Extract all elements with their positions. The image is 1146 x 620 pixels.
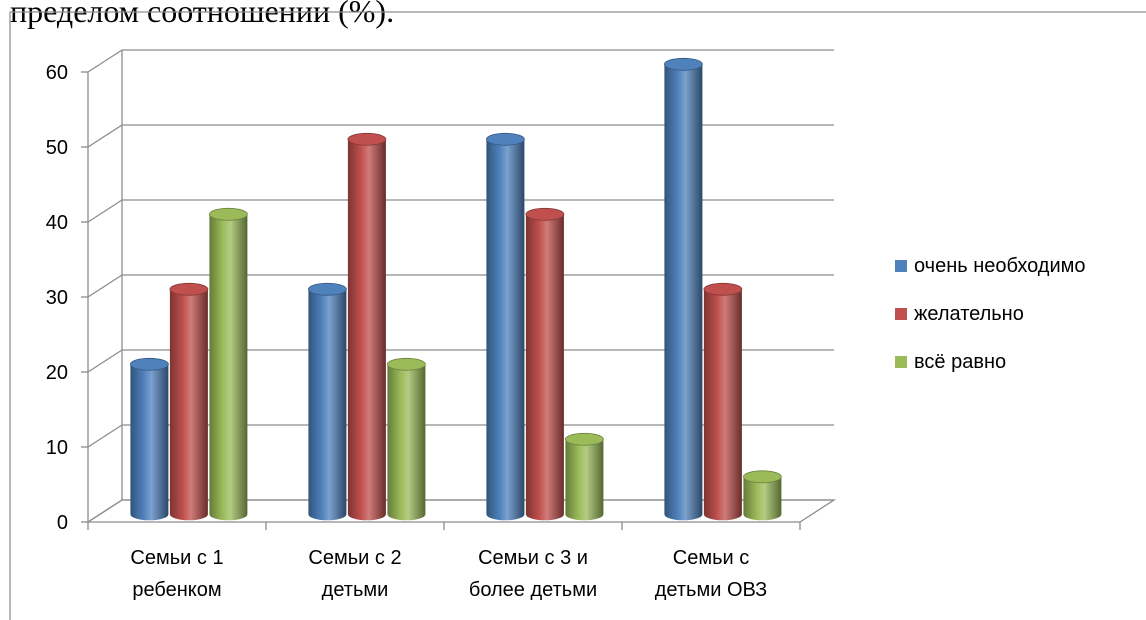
- page-header-text: пределом соотношении (%).: [10, 0, 394, 29]
- bar-3-2: [743, 476, 782, 521]
- bar-3-1: [703, 289, 742, 521]
- bar-0-2: [209, 214, 248, 521]
- bar-top-3-1: [703, 282, 743, 296]
- bar-top-0-1: [169, 282, 209, 296]
- bar-top-1-2: [386, 357, 426, 371]
- bar-top-1-0: [307, 282, 347, 296]
- bar-top-2-1: [525, 207, 565, 221]
- gridline-depth: [87, 349, 123, 373]
- legend-label: желательно: [914, 303, 1024, 325]
- legend: очень необходимо желательно всё равно: [895, 255, 1086, 373]
- legend-swatch: [895, 356, 907, 368]
- chart-frame: [9, 11, 1146, 620]
- legend-label: очень необходимо: [914, 255, 1086, 277]
- bar-1-2: [387, 364, 426, 521]
- bar-1-0: [308, 289, 347, 521]
- x-category-label: Семьи с детьми ОВЗ: [655, 547, 768, 601]
- legend-swatch: [895, 308, 907, 320]
- bar-top-0-2: [208, 207, 248, 221]
- gridline-depth: [87, 124, 123, 148]
- gridline-depth: [87, 424, 123, 448]
- y-tick-label: 50: [46, 137, 68, 159]
- y-tick-label: 60: [46, 62, 68, 84]
- y-tick-label: 20: [46, 362, 68, 384]
- bar-top-3-0: [664, 57, 703, 71]
- bar-top-2-2: [565, 432, 604, 446]
- x-category-label: Семьи с 1 ребенком: [130, 547, 223, 601]
- bars: [129, 57, 782, 521]
- bar-3-0: [664, 64, 703, 521]
- x-category-label: Семьи с 2 детьми: [308, 547, 401, 601]
- bar-top-2-0: [485, 132, 525, 146]
- gridline-depth: [87, 274, 123, 298]
- axes: [81, 50, 837, 530]
- y-tick-label: 10: [46, 437, 68, 459]
- bar-top-3-2: [743, 470, 782, 484]
- gridline-depth: [87, 49, 123, 73]
- floor: [85, 499, 837, 523]
- bar-2-1: [525, 214, 564, 521]
- legend-label: всё равно: [914, 351, 1006, 373]
- bar-2-2: [565, 439, 604, 521]
- legend-swatch: [895, 260, 907, 272]
- y-tick-label: 0: [57, 512, 68, 534]
- bar-0-0: [130, 364, 169, 521]
- bar-1-1: [347, 139, 386, 521]
- bar-top-1-1: [347, 132, 387, 146]
- bar-2-0: [486, 139, 525, 521]
- y-tick-label: 30: [46, 287, 68, 309]
- gridline-depth: [87, 199, 123, 223]
- bar-0-1: [169, 289, 208, 521]
- y-tick-label: 40: [46, 212, 68, 234]
- x-category-label: Семьи с 3 и более детьми: [469, 547, 597, 601]
- bar-top-0-0: [129, 357, 169, 371]
